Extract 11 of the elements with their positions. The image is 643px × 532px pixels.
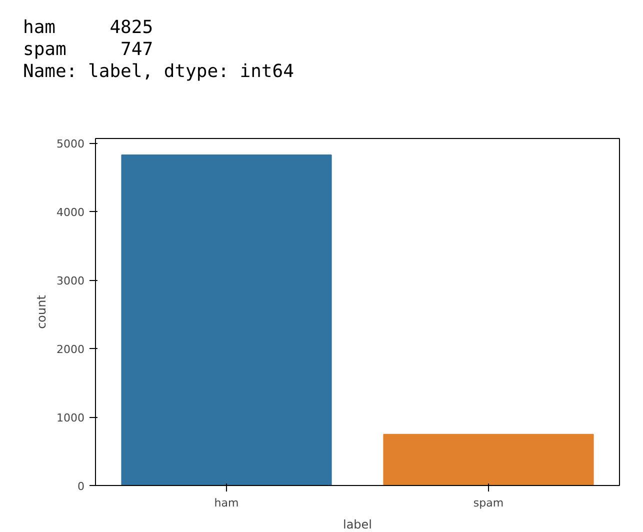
x-axis-title: label <box>342 518 372 532</box>
x-tick-label: ham <box>214 496 239 510</box>
y-tick-label: 3000 <box>56 274 85 288</box>
y-tick-label: 4000 <box>56 206 85 220</box>
x-tick-label: spam <box>473 496 504 510</box>
y-tick-label: 1000 <box>56 412 85 425</box>
y-tick-label: 5000 <box>56 138 85 151</box>
y-tick-label: 2000 <box>56 343 85 356</box>
text: ham 4825 spam 747 Name: label, dtype: int64 <box>22 16 294 83</box>
y-tick-label: 0 <box>78 480 84 493</box>
y-axis-title: count <box>34 294 49 329</box>
